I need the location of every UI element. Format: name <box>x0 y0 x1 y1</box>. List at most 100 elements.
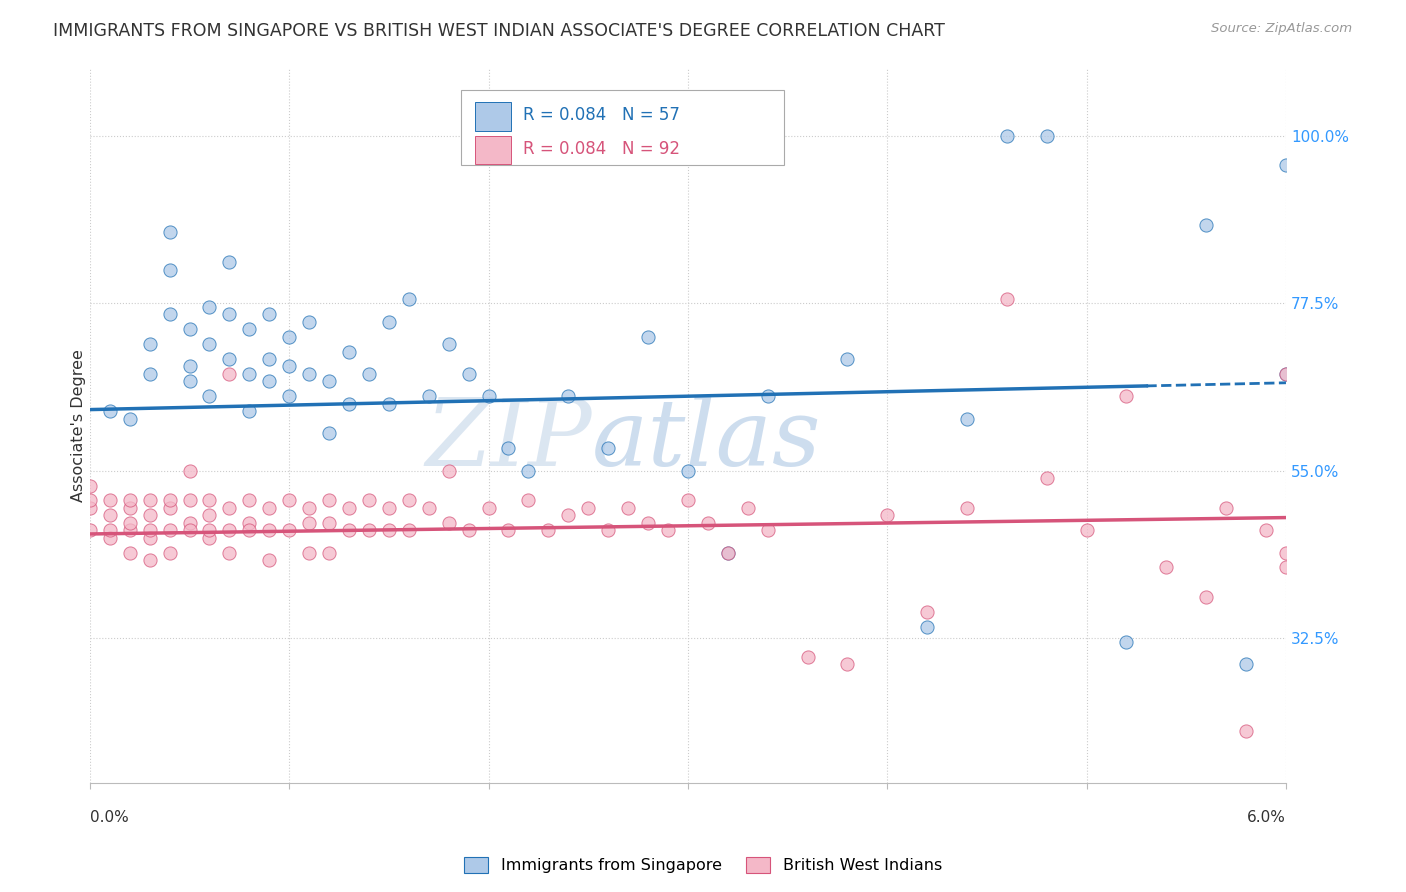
Point <box>1035 128 1057 143</box>
Point <box>298 500 321 515</box>
Point <box>118 545 141 559</box>
Point <box>198 531 221 545</box>
Point <box>598 523 620 537</box>
Point <box>218 545 240 559</box>
Point <box>617 500 640 515</box>
FancyBboxPatch shape <box>475 102 510 130</box>
Point <box>138 523 160 537</box>
Point <box>218 500 240 515</box>
Point <box>198 389 221 403</box>
Point <box>238 404 260 418</box>
Point <box>118 523 141 537</box>
Point <box>118 411 141 425</box>
Point <box>756 389 779 403</box>
Point <box>218 367 240 381</box>
Point <box>159 500 181 515</box>
Point <box>437 337 460 351</box>
Point <box>278 329 301 343</box>
Point <box>198 523 221 537</box>
Point <box>318 374 340 388</box>
Point <box>278 523 301 537</box>
Point <box>517 493 540 508</box>
Point <box>179 374 201 388</box>
Point <box>98 523 121 537</box>
Point <box>337 500 360 515</box>
Point <box>1275 560 1298 574</box>
Point <box>259 374 281 388</box>
Point <box>1195 591 1218 605</box>
Text: Source: ZipAtlas.com: Source: ZipAtlas.com <box>1212 22 1353 36</box>
Point <box>676 493 699 508</box>
Point <box>298 367 321 381</box>
Point <box>79 478 101 492</box>
FancyBboxPatch shape <box>461 90 783 165</box>
Point <box>138 553 160 567</box>
Point <box>198 337 221 351</box>
Point <box>717 545 740 559</box>
Point <box>915 620 938 634</box>
Point <box>995 293 1018 307</box>
Point <box>198 493 221 508</box>
Point <box>357 523 380 537</box>
Point <box>637 516 659 530</box>
Point <box>118 493 141 508</box>
Point <box>179 322 201 336</box>
Point <box>298 516 321 530</box>
Point <box>98 404 121 418</box>
Point <box>956 500 979 515</box>
Point <box>98 531 121 545</box>
Point <box>238 493 260 508</box>
Point <box>138 337 160 351</box>
Text: 6.0%: 6.0% <box>1247 810 1286 824</box>
Point <box>1275 367 1298 381</box>
Point <box>398 523 420 537</box>
Point <box>1156 560 1178 574</box>
Point <box>159 493 181 508</box>
Point <box>676 464 699 478</box>
Text: ZIP: ZIP <box>426 395 592 485</box>
Point <box>995 128 1018 143</box>
Point <box>357 493 380 508</box>
Text: R = 0.084   N = 92: R = 0.084 N = 92 <box>523 139 681 158</box>
Point <box>79 523 101 537</box>
Point <box>278 359 301 374</box>
Point <box>259 523 281 537</box>
Point <box>1275 545 1298 559</box>
Point <box>159 307 181 321</box>
Point <box>337 397 360 411</box>
Point <box>1215 500 1237 515</box>
Point <box>357 367 380 381</box>
Point <box>259 500 281 515</box>
Point <box>956 411 979 425</box>
Point <box>198 508 221 523</box>
Point <box>138 493 160 508</box>
Point <box>179 359 201 374</box>
Point <box>457 523 479 537</box>
Point <box>159 523 181 537</box>
Point <box>696 516 718 530</box>
Point <box>218 255 240 269</box>
Point <box>238 367 260 381</box>
Point <box>179 523 201 537</box>
Point <box>498 442 520 456</box>
Point <box>298 315 321 329</box>
Point <box>537 523 560 537</box>
Point <box>796 649 818 664</box>
Point <box>79 500 101 515</box>
Y-axis label: Associate's Degree: Associate's Degree <box>72 350 86 502</box>
Point <box>378 523 401 537</box>
Point <box>717 545 740 559</box>
Point <box>337 523 360 537</box>
Point <box>457 367 479 381</box>
Point <box>756 523 779 537</box>
Point <box>98 493 121 508</box>
Point <box>118 500 141 515</box>
Point <box>259 351 281 366</box>
Point <box>159 225 181 239</box>
Point <box>259 553 281 567</box>
Point <box>218 351 240 366</box>
Point <box>238 523 260 537</box>
Point <box>1275 367 1298 381</box>
Point <box>657 523 679 537</box>
Point <box>318 426 340 441</box>
